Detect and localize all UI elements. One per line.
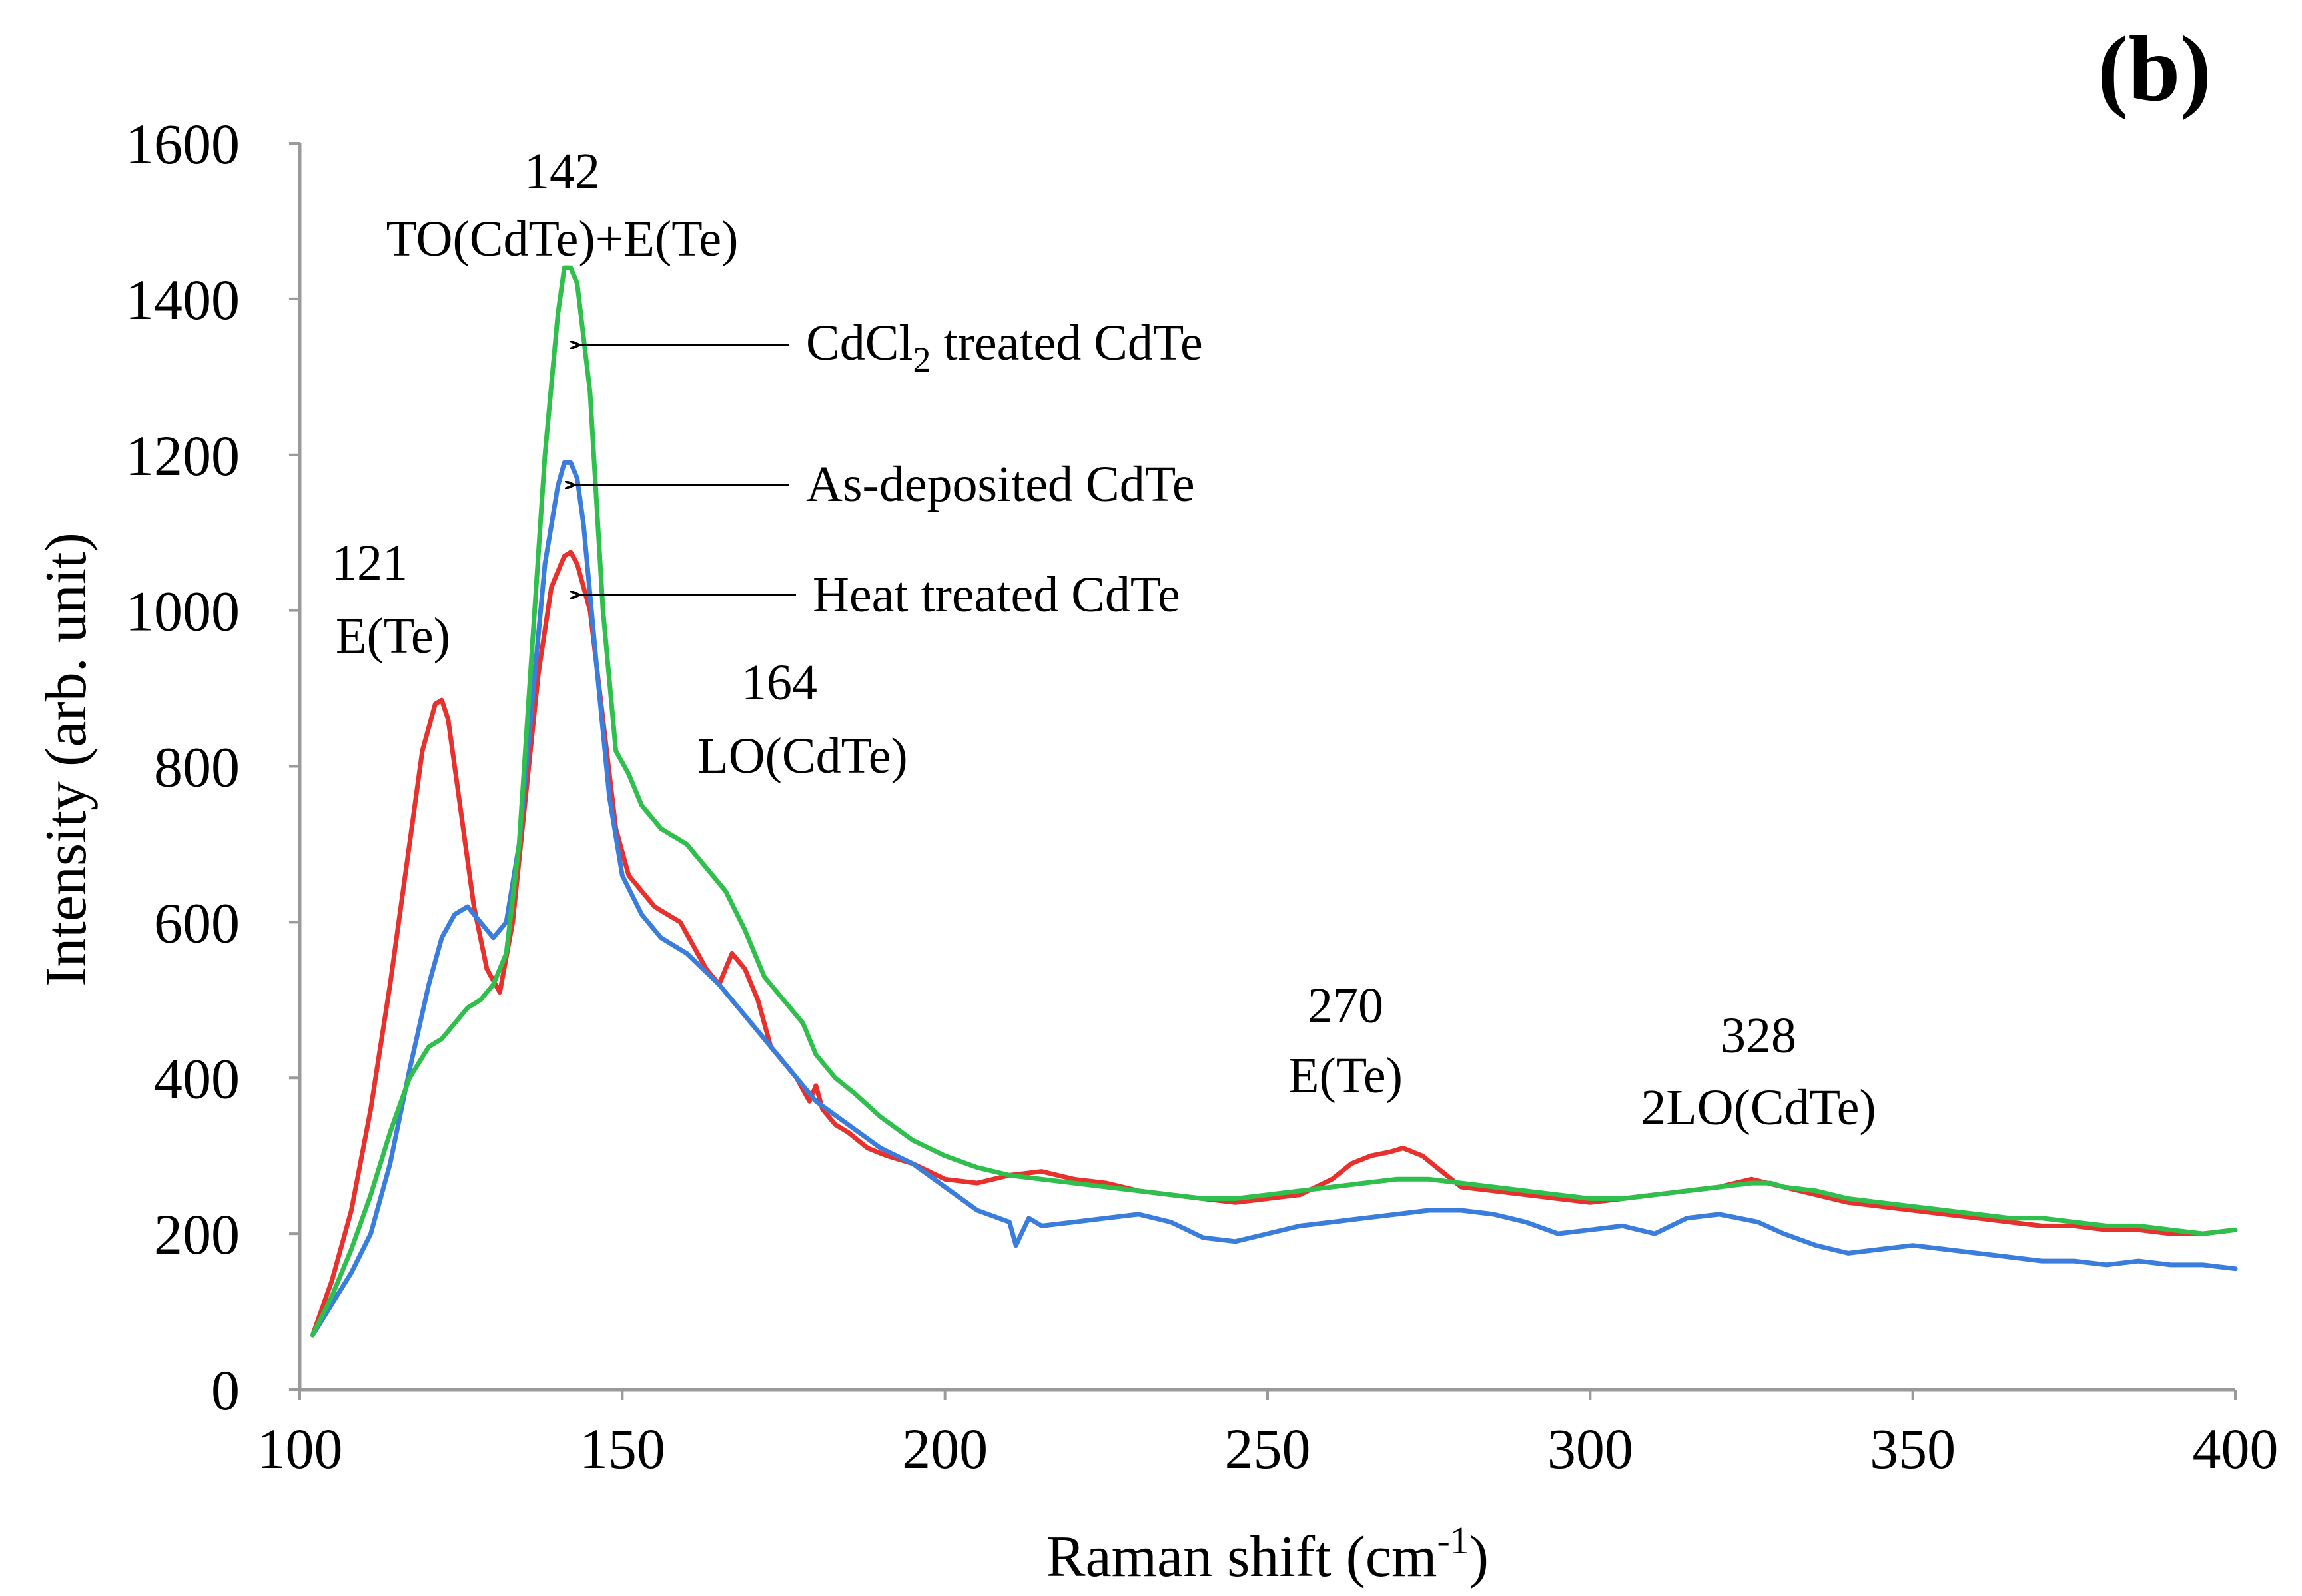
x-tick-label: 350 [1870,1417,1956,1481]
annotation-121-number: 121 [332,535,408,591]
y-axis-title: Intensity (arb. unit) [34,532,99,987]
x-tick-label: 400 [2193,1417,2279,1481]
annotation-270-label: E(Te) [1288,1048,1403,1104]
y-tick-label: 400 [154,1046,240,1110]
x-axis-title-sup: -1 [1437,1519,1469,1562]
annotation-328-label: 2LO(CdTe) [1641,1080,1876,1136]
series-line-cdcl2-treated-cdte [310,265,2238,1338]
y-tick-label: 600 [154,891,240,955]
x-tick-label: 300 [1547,1417,1633,1481]
y-tick-label: 1400 [125,268,240,332]
annotation-121-label: E(Te) [336,608,450,664]
label-cdcl2-treated: CdCl2 treated CdTe [806,315,1203,380]
label-as-deposited: As-deposited CdTe [806,456,1195,512]
label-cdcl2-post: treated CdTe [931,315,1203,371]
y-tick-label: 800 [154,735,240,799]
x-tick-label: 250 [1225,1417,1311,1481]
x-axis-title-main: Raman shift (cm [1046,1525,1437,1589]
y-ticks: 0 200 400 600 800 1000 1200 1400 1600 [125,112,300,1422]
label-cdcl2-pre: CdCl [806,315,913,371]
series-lines [310,265,2238,1338]
series-line-heat-treated-cdte [310,550,2238,1338]
annotation-142-label: TO(CdTe)+E(Te) [386,211,739,267]
x-ticks: 100 150 200 250 300 350 400 [257,1390,2279,1481]
annotation-142-number: 142 [524,143,600,199]
y-tick-label: 1000 [125,580,240,643]
annotation-164-number: 164 [741,655,817,711]
annotation-270-number: 270 [1308,978,1383,1034]
y-tick-label: 1600 [125,112,240,176]
x-tick-label: 200 [902,1417,988,1481]
y-tick-label: 0 [211,1358,240,1422]
y-tick-label: 200 [154,1202,240,1266]
panel-label: (b) [2098,17,2211,121]
y-tick-label: 1200 [125,424,240,488]
x-tick-label: 150 [579,1417,665,1481]
x-axis-title-end: ) [1469,1525,1489,1589]
label-heat-treated: Heat treated CdTe [813,567,1180,623]
annotation-328-number: 328 [1721,1008,1796,1064]
x-axis-title: Raman shift (cm-1) [1046,1519,1489,1589]
annotation-164-label: LO(CdTe) [697,728,907,784]
x-tick-label: 100 [257,1417,343,1481]
label-cdcl2-sub: 2 [913,340,931,380]
